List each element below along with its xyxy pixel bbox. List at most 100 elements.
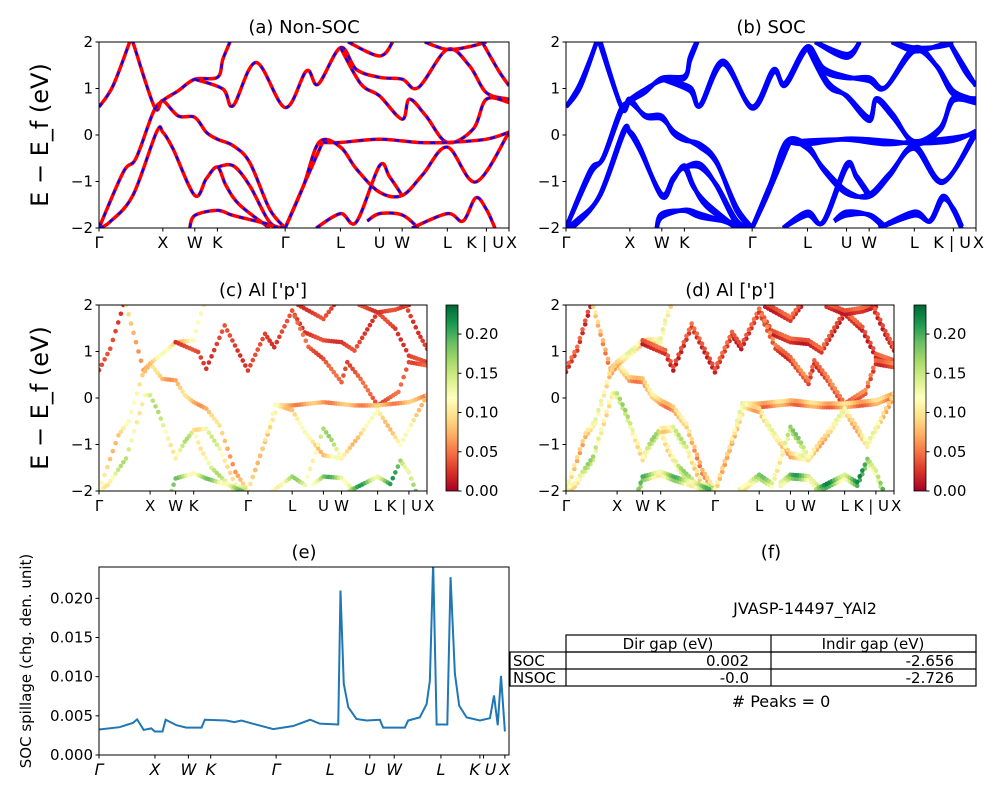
- panel-f-title: (f): [761, 542, 781, 563]
- projection-point: [582, 465, 588, 471]
- projection-point: [580, 469, 585, 475]
- projection-point: [863, 387, 868, 393]
- projection-point: [737, 413, 743, 418]
- projection-point: [115, 320, 121, 325]
- projection-point: [702, 471, 708, 477]
- row-label-soc: SOC: [513, 652, 545, 670]
- projection-point: [305, 432, 310, 438]
- projection-point: [318, 449, 324, 455]
- colorbar-tick-label: 0.05: [465, 443, 498, 461]
- projection-point: [722, 458, 727, 464]
- projection-point: [870, 430, 876, 436]
- projection-point: [785, 432, 791, 438]
- band-line: [566, 42, 700, 228]
- projection-point: [363, 384, 368, 389]
- projection-point: [880, 323, 886, 328]
- projection-point: [355, 373, 361, 378]
- projection-point: [269, 341, 275, 347]
- x-tick-label: Γ: [281, 233, 290, 252]
- projection-point: [209, 413, 214, 418]
- projection-point: [569, 355, 574, 360]
- x-tick-label: Γ: [562, 233, 571, 252]
- projection-point: [673, 358, 679, 363]
- x-tick-label: K: [656, 497, 667, 515]
- projection-point: [862, 462, 868, 468]
- projection-point: [284, 318, 290, 324]
- projection-point: [580, 330, 585, 336]
- projection-point: [99, 480, 105, 486]
- projection-point: [358, 431, 364, 436]
- projection-point: [352, 369, 358, 375]
- projection-point: [777, 460, 783, 466]
- projection-point: [665, 313, 671, 318]
- projection-point: [640, 454, 645, 459]
- projection-point: [303, 338, 309, 344]
- projection-point: [566, 369, 569, 375]
- projection-point: [160, 422, 166, 428]
- y-tick-label: −1: [538, 173, 560, 191]
- projection-point: [671, 292, 676, 297]
- projection-point: [206, 460, 212, 466]
- x-tick-label: X: [148, 760, 161, 779]
- projection-point: [812, 358, 817, 363]
- projection-point: [601, 421, 607, 427]
- projection-point: [598, 332, 603, 338]
- x-tick-label: Γ: [95, 233, 104, 252]
- projection-point: [418, 334, 423, 340]
- panel-d-al-p-projection-soc: 210−1−2Γ X W K Γ L U W L K | U X(d) Al ['p']0.000.…: [538, 280, 967, 515]
- projection-point: [255, 347, 261, 352]
- axes-frame: [98, 566, 510, 756]
- soc-dir-gap: 0.002: [706, 652, 749, 670]
- projection-point: [865, 440, 870, 446]
- projection-point: [788, 424, 793, 430]
- projection-point: [801, 371, 806, 376]
- projection-point: [347, 363, 353, 368]
- projection-point: [678, 346, 684, 351]
- projection-point: [318, 434, 324, 440]
- projection-point: [209, 354, 214, 359]
- projection-point: [727, 334, 732, 340]
- projection-point: [684, 421, 689, 426]
- projection-point: [817, 364, 822, 370]
- band-line-dashed: [322, 131, 509, 144]
- projection-point: [406, 427, 411, 433]
- band-line: [947, 42, 976, 88]
- projection-point: [118, 463, 124, 469]
- projection-point: [774, 434, 780, 440]
- band-line-dashed: [315, 162, 404, 228]
- panel-b-soc-bands: 210−1−2Γ X W K Γ L U W L K | U X(b) SOC: [538, 17, 984, 252]
- projection-point: [243, 363, 248, 368]
- projection-point: [580, 327, 585, 332]
- projection-point: [250, 357, 256, 363]
- projection-point: [825, 429, 831, 435]
- projection-point: [209, 434, 214, 439]
- projection-point: [393, 326, 398, 332]
- band-line: [598, 42, 754, 228]
- y-tick-label: 1: [83, 80, 93, 98]
- projection-point: [237, 353, 243, 358]
- x-tick-label: L: [803, 233, 812, 252]
- projection-point: [741, 337, 747, 343]
- projection-point: [881, 410, 886, 416]
- projection-point: [860, 468, 865, 473]
- peaks-count: # Peaks = 0: [732, 692, 831, 711]
- projection-point: [605, 360, 611, 365]
- projection-point: [627, 421, 633, 426]
- projection-point: [790, 428, 796, 433]
- projection-point: [126, 312, 131, 317]
- band-line: [99, 42, 132, 109]
- projection-point: [598, 402, 604, 408]
- projection-point: [359, 335, 365, 341]
- projection-point: [326, 363, 331, 368]
- projection-point: [211, 347, 217, 353]
- projection-point: [403, 347, 409, 353]
- projection-point: [877, 317, 883, 323]
- panel-c-al-p-projection: 210−1−2Γ X W K Γ L U W L K | U X(c) Al ['p']0.000.…: [26, 280, 498, 515]
- projection-point: [622, 368, 627, 374]
- projection-point: [681, 440, 687, 446]
- projection-point: [105, 482, 110, 488]
- projection-point: [710, 361, 715, 366]
- nsoc-dir-gap: -0.0: [720, 669, 749, 687]
- projection-point: [862, 436, 868, 442]
- panel-title: (b) SOC: [736, 17, 805, 38]
